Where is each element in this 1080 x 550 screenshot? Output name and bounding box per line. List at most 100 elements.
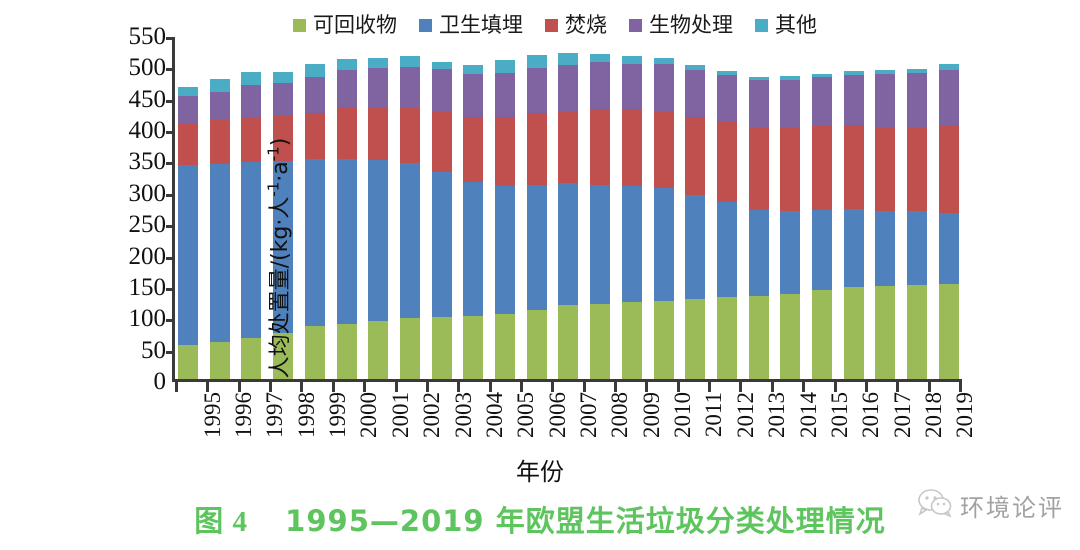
bar-segment (621, 109, 642, 187)
y-axis-tick-mark (166, 350, 175, 354)
legend-swatch-icon (755, 18, 768, 32)
bar-2011[interactable] (685, 65, 706, 379)
legend-item-3[interactable]: 焚烧 (545, 12, 607, 37)
x-axis-tick-mark (645, 382, 649, 392)
legend-label: 焚烧 (565, 12, 607, 37)
bar-1998[interactable] (273, 71, 294, 379)
bar-1995[interactable] (178, 86, 198, 379)
bar-2002[interactable] (399, 56, 420, 379)
bar-segment (273, 82, 294, 116)
x-axis-tick-label: 2005 (513, 392, 539, 438)
bar-1996[interactable] (209, 79, 230, 379)
legend-swatch-icon (419, 18, 432, 32)
y-axis-tick-mark (166, 287, 175, 291)
y-axis-tick-label: 500 (128, 54, 167, 82)
legend-label: 其他 (775, 12, 817, 37)
bar-2001[interactable] (368, 58, 389, 379)
bar-segment (336, 159, 357, 325)
bar-2007[interactable] (558, 52, 579, 379)
bar-2013[interactable] (748, 76, 769, 379)
bar-segment (336, 69, 357, 108)
bar-segment (843, 124, 864, 210)
x-axis-tick-mark (708, 382, 712, 392)
x-axis-tick-label: 2006 (544, 392, 570, 438)
bar-2014[interactable] (780, 76, 801, 379)
bar-segment (241, 85, 262, 119)
bar-segment (495, 117, 516, 187)
bar-2019[interactable] (938, 64, 959, 379)
x-axis-tick-label: 2011 (701, 392, 727, 438)
x-axis-tick-mark (269, 382, 273, 392)
bar-segment (843, 71, 864, 75)
bar-segment (399, 163, 420, 318)
bar-segment (526, 184, 547, 310)
bar-segment (907, 284, 928, 379)
bar-segment (748, 296, 769, 379)
bar-segment (875, 74, 896, 128)
x-axis-tick-mark (519, 382, 523, 392)
bar-1997[interactable] (241, 72, 262, 379)
bar-2017[interactable] (875, 69, 896, 379)
y-axis-tick-mark (166, 68, 175, 72)
bar-segment (812, 289, 833, 379)
bar-segment (780, 210, 801, 295)
x-axis-tick-mark (488, 382, 492, 392)
legend-item-1[interactable]: 可回收物 (293, 14, 397, 36)
bar-segment (304, 113, 325, 160)
bar-segment (653, 64, 674, 111)
bar-2006[interactable] (526, 55, 547, 379)
bar-2008[interactable] (590, 54, 611, 379)
plot-area: 人均处置量/(kg·人-1·a-1) (166, 37, 962, 382)
bar-segment (431, 172, 452, 317)
legend-item-2[interactable]: 卫生填埋 (419, 14, 523, 36)
bar-2003[interactable] (431, 62, 452, 379)
bar-segment (399, 108, 420, 164)
y-axis-tick-label: 350 (128, 148, 167, 176)
y-axis-tick-label: 400 (128, 117, 167, 145)
bar-segment (463, 316, 484, 379)
bar-2015[interactable] (812, 73, 833, 379)
bar-2004[interactable] (463, 64, 484, 379)
watermark: 环境论评 (918, 488, 1064, 523)
bar-2018[interactable] (907, 69, 928, 379)
x-axis-ticks (172, 382, 962, 394)
bar-segment (178, 123, 198, 166)
bar-segment (304, 77, 325, 114)
bar-2016[interactable] (843, 71, 864, 379)
bar-segment (938, 213, 959, 284)
bar-segment (209, 91, 230, 120)
bar-2009[interactable] (621, 56, 642, 379)
bar-segment (716, 75, 737, 122)
bar-segment (368, 160, 389, 321)
bar-2010[interactable] (653, 58, 674, 379)
bar-segment (748, 76, 769, 81)
bar-segment (526, 67, 547, 114)
bar-2005[interactable] (495, 59, 516, 379)
bar-segment (495, 313, 516, 379)
bar-2012[interactable] (716, 71, 737, 379)
bar-2000[interactable] (336, 58, 357, 379)
bar-segment (431, 316, 452, 379)
x-axis-tick-mark (175, 382, 178, 392)
x-axis-tick-mark (833, 382, 837, 392)
bar-1999[interactable] (304, 64, 325, 379)
bar-segment (431, 62, 452, 69)
y-axis-tick-label: 300 (128, 179, 167, 207)
bar-segment (653, 58, 674, 65)
legend-item-5[interactable]: 其他 (755, 12, 817, 37)
bar-segment (209, 342, 230, 379)
bar-segment (558, 182, 579, 305)
bar-segment (241, 72, 262, 86)
bar-segment (273, 160, 294, 334)
y-axis-tick-labels: 0 50 100 150 200 250 300 350 400 450 500 550 (100, 23, 167, 395)
legend-swatch-icon (293, 18, 306, 32)
bar-segment (812, 125, 833, 210)
y-axis-tick-label: 550 (128, 23, 167, 50)
bar-segment (590, 108, 611, 185)
bar-segment (273, 115, 294, 161)
figure-caption-number: 图 4 (194, 506, 249, 538)
bar-segment (178, 86, 198, 97)
legend-item-4[interactable]: 生物处理 (629, 14, 733, 36)
x-axis-tick-mark (551, 382, 555, 392)
bar-segment (463, 64, 484, 74)
